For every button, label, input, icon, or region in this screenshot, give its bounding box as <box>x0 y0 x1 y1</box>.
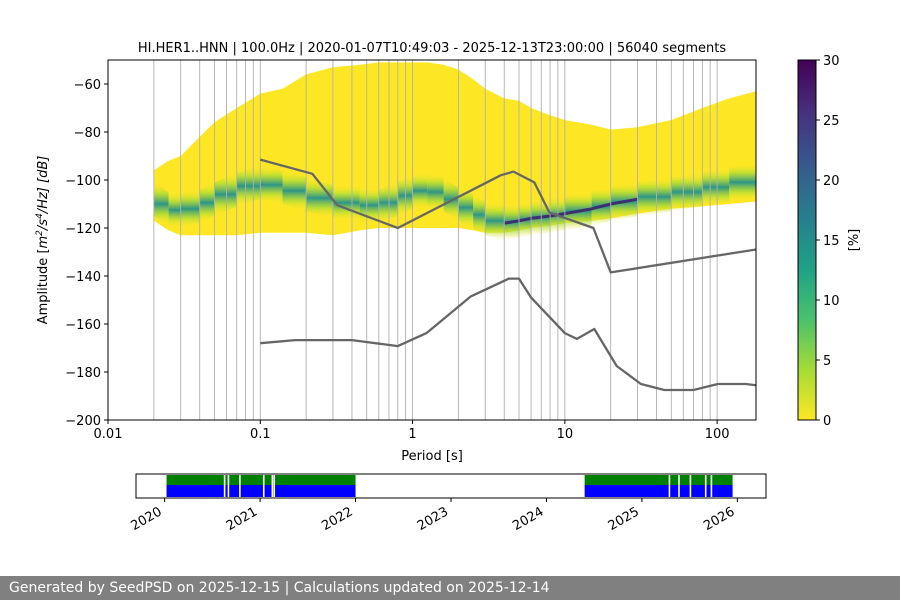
data-gap <box>704 475 707 497</box>
footer-note: Generated by SeedPSD on 2025-12-15 | Cal… <box>0 576 900 600</box>
density-band-cell <box>485 201 505 240</box>
coverage-span <box>166 475 356 485</box>
data-gap <box>273 475 276 497</box>
data-gap <box>223 475 226 497</box>
colorbar-tick-label: 30 <box>823 54 840 69</box>
plot-frame <box>107 59 757 421</box>
y-tick-label: −120 <box>65 222 101 237</box>
data-gap <box>262 475 265 497</box>
y-tick-label: −80 <box>74 126 101 141</box>
x-tick-label: 10 <box>557 427 574 442</box>
colorbar-tick-label: 10 <box>823 294 840 309</box>
y-tick-label: −200 <box>65 414 101 429</box>
nhnm-curve <box>259 158 756 274</box>
data-gap <box>227 475 230 497</box>
density-band-cell <box>282 170 307 212</box>
y-axis-label: Amplitude [m2/s4/Hz] [dB] <box>35 156 51 325</box>
x-tick-label: 100 <box>705 427 730 442</box>
density-band-cell <box>199 182 215 224</box>
colorbar-tick-label: 25 <box>823 114 840 129</box>
timeline-tick-label: 2021 <box>224 504 260 534</box>
psd-density-heatmap <box>153 62 756 240</box>
coverage-span <box>584 475 733 485</box>
density-band-cell <box>332 184 360 221</box>
density-band-cell <box>378 182 398 224</box>
data-gap <box>678 475 680 497</box>
timeline-tick-label: 2020 <box>128 504 164 534</box>
data-gap <box>271 475 274 497</box>
colorbar-tick-label: 15 <box>823 234 840 249</box>
timeline-tick-label: 2022 <box>319 504 355 534</box>
density-band-cell <box>427 172 444 212</box>
colorbar-label: [%] <box>847 229 862 252</box>
main-axes: 0.01 0.1 1 10 100 −60 −80 −100 −120 −140 −160 −180 −… <box>65 78 729 442</box>
y-tick-label: −100 <box>65 174 101 189</box>
y-tick-label: −140 <box>65 270 101 285</box>
x-tick-label: 0.1 <box>250 427 271 442</box>
density-band-cell <box>443 177 459 221</box>
density-band-cell <box>236 165 261 207</box>
y-tick-label: −180 <box>65 366 101 381</box>
noise-model-curves <box>259 158 756 392</box>
colorbar-tick-label: 5 <box>823 354 831 369</box>
nlnm-curve <box>260 277 756 392</box>
data-gap <box>689 475 692 497</box>
timeline-tick-label: 2026 <box>701 504 737 534</box>
period-grid <box>153 60 718 420</box>
density-band-cell <box>702 168 730 207</box>
density-band-cell <box>180 189 200 228</box>
y-tick-label: −60 <box>74 78 101 93</box>
density-band-cell <box>214 172 237 216</box>
colorbar <box>797 59 817 421</box>
density-band-cell <box>473 194 486 236</box>
density-band-cell <box>168 192 181 228</box>
data-gap <box>710 475 713 497</box>
density-band-cell <box>671 172 703 212</box>
colorbar-axis: 0 5 10 15 20 25 30 <box>816 54 840 429</box>
density-band-cell <box>306 177 333 219</box>
segment-span <box>166 485 356 497</box>
colorbar-tick-label: 20 <box>823 174 840 189</box>
timeline-tick-label: 2024 <box>510 504 546 534</box>
timeline-tick-label: 2023 <box>415 504 451 534</box>
density-band-cell <box>153 182 169 226</box>
x-tick-label: 1 <box>408 427 416 442</box>
chart-title: HI.HER1..HNN | 100.0Hz | 2020-01-07T10:4… <box>138 41 726 56</box>
density-band-cell <box>412 172 428 209</box>
density-band-cell <box>729 163 756 202</box>
data-gap <box>142 485 144 497</box>
density-band-cell <box>359 187 379 224</box>
density-band-cell <box>637 177 672 216</box>
data-gap <box>239 475 241 497</box>
density-band-cell <box>458 187 474 228</box>
psd-figure: 0.01 0.1 1 10 100−60−80−100−120−140−160−180−… <box>35 41 862 534</box>
timeline-tick-label: 2025 <box>606 504 642 534</box>
data-gap <box>668 475 671 497</box>
density-band-cell <box>260 165 283 204</box>
x-axis-label: Period [s] <box>401 449 463 464</box>
y-tick-label: −160 <box>65 318 101 333</box>
x-tick-label: 0.01 <box>94 427 123 442</box>
segment-span <box>584 485 733 497</box>
colorbar-tick-label: 0 <box>823 414 831 429</box>
